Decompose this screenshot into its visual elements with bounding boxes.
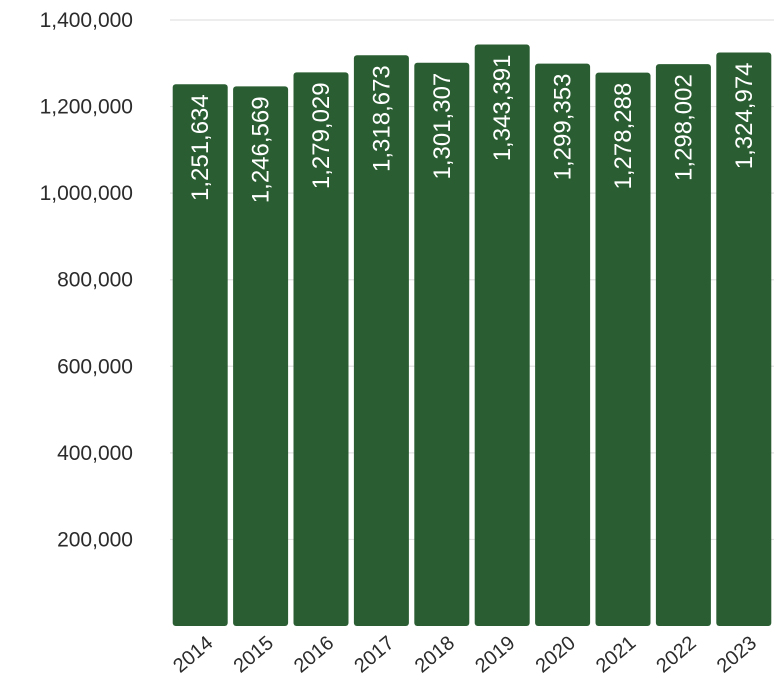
bar-2022 <box>655 64 711 626</box>
data-label-2015: 1,246,569 <box>248 96 275 203</box>
bar-2016 <box>293 72 349 626</box>
bar-2020 <box>535 63 591 626</box>
x-tick-label-2015: 2015 <box>230 632 278 677</box>
bar-2023 <box>716 52 772 627</box>
bar-2019 <box>474 44 530 627</box>
x-tick-label-2017: 2017 <box>350 632 398 677</box>
bar-2021 <box>595 72 651 627</box>
data-label-2017: 1,318,673 <box>368 65 395 172</box>
x-tick-label-2020: 2020 <box>532 632 580 677</box>
bar-2018 <box>414 62 470 626</box>
y-tick-label: 800,000 <box>57 269 133 292</box>
y-axis-ticks: 200,000 400,000 600,000 800,000 1,000,000 1,2… <box>40 9 133 551</box>
x-tick-label-2014: 2014 <box>169 632 217 677</box>
y-tick-label: 1,000,000 <box>40 182 133 205</box>
y-tick-label: 1,400,000 <box>40 9 133 32</box>
y-tick-label: 200,000 <box>57 528 133 551</box>
data-label-2023: 1,324,974 <box>731 62 758 169</box>
x-tick-label-2019: 2019 <box>471 632 519 677</box>
y-tick-label: 400,000 <box>57 442 133 465</box>
x-tick-label-2018: 2018 <box>411 632 459 677</box>
data-labels: 1,251,634 1,246,569 1,279,029 1,318,673 1,30… <box>187 55 758 204</box>
data-label-2021: 1,278,288 <box>610 83 637 190</box>
x-tick-label-2021: 2021 <box>592 632 640 677</box>
x-axis-ticks: 2014 2015 2016 2017 2018 2019 2020 2021 2022 2023 <box>169 632 761 677</box>
bar-2014 <box>172 84 228 626</box>
bar-2015 <box>233 86 289 627</box>
bars <box>172 44 772 627</box>
x-tick-label-2022: 2022 <box>652 632 700 677</box>
data-label-2018: 1,301,307 <box>429 73 456 180</box>
x-tick-label-2016: 2016 <box>290 632 338 677</box>
data-label-2016: 1,279,029 <box>308 82 335 189</box>
bar-2017 <box>353 55 409 626</box>
data-label-2014: 1,251,634 <box>187 94 214 201</box>
data-label-2022: 1,298,002 <box>670 74 697 181</box>
y-tick-label: 1,200,000 <box>40 96 133 119</box>
data-label-2019: 1,343,391 <box>489 55 516 162</box>
y-tick-label: 600,000 <box>57 355 133 378</box>
data-label-2020: 1,299,353 <box>550 74 577 181</box>
x-tick-label-2023: 2023 <box>713 632 761 677</box>
